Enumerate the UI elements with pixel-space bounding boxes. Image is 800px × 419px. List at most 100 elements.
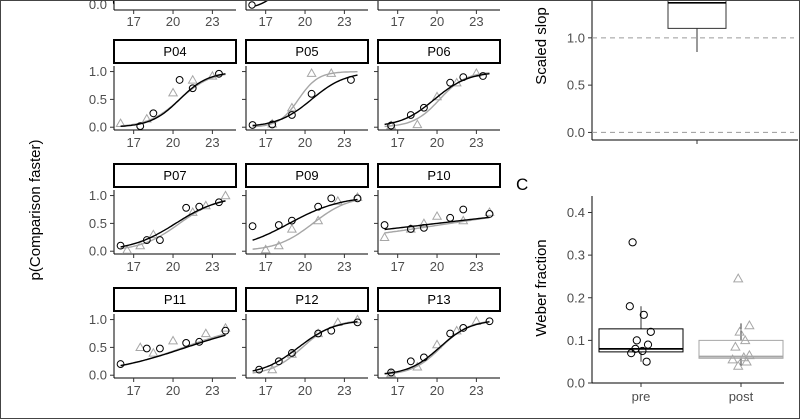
slope-y-tick-label: 0.5 [567,78,585,93]
x-tick-label: 20 [166,383,180,398]
panel-p12: P12 17 20 23 [242,287,369,398]
y-tick-label: 1.0 [89,64,107,79]
post-data-point [267,364,278,374]
post-data-point [273,240,284,250]
partial-x-tick-label: 17 [258,14,272,29]
pre-data-point [156,236,164,244]
x-tick-label: 20 [430,383,444,398]
pre-data-point [221,326,230,335]
x-tick-label: 23 [205,135,219,150]
y-tick-label: 0.0 [89,244,107,259]
post-data-point [286,102,297,112]
post-data-point [148,347,159,357]
panel-strip-label: P12 [295,292,318,307]
partial-y-tick-label: 0.0 [89,0,107,12]
x-tick-label: 20 [298,383,312,398]
post-data-point [431,339,443,349]
pre-data-point [307,89,316,98]
partial-marker-fragment [112,0,124,5]
weber-y-tick-label: 0.3 [567,248,585,263]
panel-strip-label: P04 [163,44,186,59]
panel-strip-label: P09 [295,168,318,183]
post-fit-curve [384,216,490,234]
post-weber-point [732,360,744,370]
pre-fit-curve [384,73,490,126]
pre-data-point [149,109,158,118]
pre-data-point [446,78,455,87]
weber-group-post: post [698,273,784,404]
x-tick-label: 20 [430,259,444,274]
panel-strip [113,287,237,312]
x-tick-label: 23 [337,383,351,398]
pre-data-point [479,72,487,80]
pre-data-point [156,344,164,353]
pre-weber-point [628,238,637,247]
x-tick-label: 20 [166,135,180,150]
panel-p04: P04 17 20 23 0.0 0.5 1.0 [89,39,237,150]
pre-data-point [314,202,323,211]
x-tick-label: 17 [126,383,140,398]
pre-data-point [274,221,283,229]
pre-weber-point [646,327,655,336]
x-tick-label: 17 [390,259,404,274]
post-fit-curve [252,320,358,374]
post-data-point [352,192,363,201]
psychometric-panels: 17 20 23 0.0 17 20 23 17 20 23 P04 17 20 23 0.0 0.5 1.0 P… [89,0,501,398]
pre-data-point [347,76,355,84]
pre-data-point [136,122,145,131]
pre-weber-point [625,302,634,311]
post-data-point [167,87,179,97]
panel-p09: P09 17 20 23 [242,163,369,274]
pre-data-point [459,205,468,214]
x-tick-label: 23 [469,383,483,398]
post-data-point [286,223,297,233]
post-data-point [326,68,337,77]
pre-data-point [446,213,455,222]
weber-y-tick-label: 0.2 [567,290,585,305]
x-tick-label: 17 [258,135,272,150]
partial-data-point [248,1,256,9]
pre-fit-curve [120,73,226,127]
panel-strip [377,163,501,188]
pre-data-point [182,339,191,347]
post-data-point [418,218,429,228]
pre-data-point [215,198,223,207]
pre-data-point [327,326,336,335]
pre-data-point [420,353,428,362]
weber-y-tick-label: 0.4 [567,205,585,220]
partial-x-tick-label: 20 [166,14,180,29]
y-tick-label: 0.5 [89,340,107,355]
pre-data-point [406,225,415,233]
pre-data-point [248,121,257,129]
x-tick-label: 17 [390,383,404,398]
partial-x-tick-label: 20 [298,14,312,29]
post-data-point [220,190,231,200]
pre-data-point [215,69,223,78]
post-data-point [313,215,324,225]
panel-p11: P11 17 20 23 0.0 0.5 1.0 [89,287,237,398]
weber-y-tick-label: 0.1 [567,333,585,348]
x-tick-label: 23 [469,259,483,274]
post-weber-point [744,349,755,360]
pre-data-point [314,329,323,338]
pre-data-point [387,368,396,377]
y-tick-label: 0.0 [89,368,107,383]
panel-p05: P05 17 20 23 [242,39,369,150]
post-data-point [148,229,159,239]
pre-data-point [274,357,283,366]
pre-weber-point [639,310,648,319]
pre-data-point [380,221,389,229]
y-tick-label: 0.5 [89,92,107,107]
y-tick-label: 0.0 [89,120,107,135]
post-data-point [306,68,317,77]
post-data-point [220,322,231,332]
pre-data-point [116,241,125,250]
post-data-point [260,244,271,254]
post-data-point [135,342,146,352]
pre-data-point [485,317,494,326]
pre-fit-curve [252,74,358,127]
weber-box [598,328,684,353]
x-tick-label: 17 [258,259,272,274]
panel-p13: P13 17 20 23 [374,287,501,398]
x-tick-label: 20 [298,135,312,150]
